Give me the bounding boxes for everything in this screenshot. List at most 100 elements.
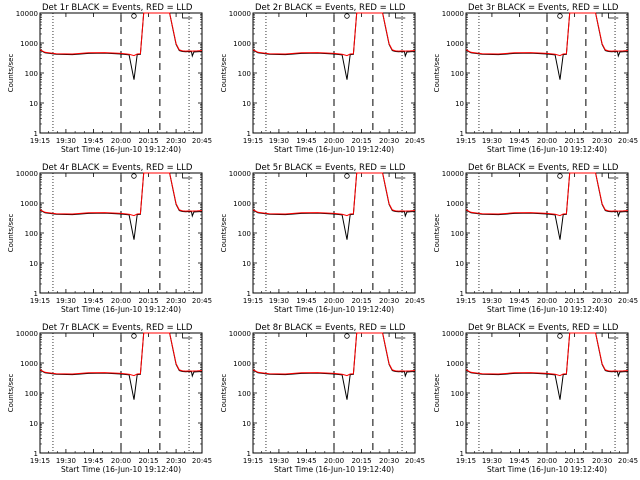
- x-tick-label: 19:30: [269, 137, 289, 145]
- y-axis-label: Counts/sec: [7, 214, 15, 253]
- y-tick-label: 10: [455, 100, 464, 108]
- x-tick-label: 20:30: [592, 457, 612, 465]
- x-tick-label: 20:00: [324, 457, 344, 465]
- panel-det-8: Det 8r BLACK = Events, RED = LLD 1 10 100 10…: [220, 323, 425, 474]
- x-axis-label: Start Time (16-Jun-10 19:12:40): [487, 145, 607, 154]
- y-tick-label: 1000: [233, 200, 251, 208]
- x-tick-label: 19:15: [243, 457, 263, 465]
- series-lld: [39, 332, 203, 377]
- panel-det-4: Det 4r BLACK = Events, RED = LLD 1 10 100 10…: [7, 163, 212, 314]
- panel-title: Det 2r BLACK = Events, RED = LLD: [255, 3, 406, 13]
- x-tick-label: 20:45: [618, 297, 638, 305]
- x-tick-label: 20:45: [405, 457, 425, 465]
- x-tick-label: 20:30: [592, 297, 612, 305]
- x-tick-label: 20:15: [564, 297, 584, 305]
- top-marker: [344, 173, 350, 179]
- y-tick-label: 1000: [446, 360, 464, 368]
- y-axis-label: Counts/sec: [7, 54, 15, 93]
- x-tick-label: 20:15: [351, 457, 371, 465]
- y-tick-label: 10000: [442, 10, 464, 18]
- x-axis-label: Start Time (16-Jun-10 19:12:40): [274, 465, 394, 474]
- x-tick-label: 20:30: [166, 137, 186, 145]
- y-axis-label: Counts/sec: [220, 374, 228, 413]
- x-axis-label: Start Time (16-Jun-10 19:12:40): [61, 305, 181, 314]
- x-tick-label: 20:15: [138, 137, 158, 145]
- x-tick-label: 19:15: [456, 457, 476, 465]
- x-tick-label: 20:00: [111, 457, 131, 465]
- x-axis-label: Start Time (16-Jun-10 19:12:40): [274, 305, 394, 314]
- y-tick-label: 1: [34, 450, 38, 458]
- top-marker: [557, 333, 563, 339]
- series-lld: [465, 12, 629, 57]
- x-tick-label: 19:15: [456, 297, 476, 305]
- y-axis-label: Counts/sec: [433, 214, 441, 253]
- top-marker: [395, 13, 406, 19]
- y-tick-label: 100: [238, 230, 251, 238]
- series-lld: [465, 172, 629, 217]
- x-tick-label: 20:00: [537, 457, 557, 465]
- series-lld: [252, 172, 416, 217]
- top-marker: [395, 173, 406, 179]
- x-tick-label: 19:30: [56, 457, 76, 465]
- x-tick-label: 19:15: [30, 297, 50, 305]
- x-tick-label: 20:15: [351, 297, 371, 305]
- panel-det-6: Det 6r BLACK = Events, RED = LLD 1 10 100 10…: [433, 163, 638, 314]
- y-tick-label: 100: [238, 70, 251, 78]
- panel-title: Det 4r BLACK = Events, RED = LLD: [42, 163, 193, 173]
- panel-det-7: Det 7r BLACK = Events, RED = LLD 1 10 100 10…: [7, 323, 212, 474]
- y-tick-label: 10: [29, 100, 38, 108]
- x-tick-label: 20:00: [111, 137, 131, 145]
- x-tick-label: 20:45: [192, 297, 212, 305]
- x-tick-label: 19:30: [482, 137, 502, 145]
- x-tick-label: 20:00: [324, 297, 344, 305]
- y-tick-label: 1000: [20, 200, 38, 208]
- x-tick-label: 19:45: [83, 297, 103, 305]
- x-tick-label: 20:30: [379, 297, 399, 305]
- x-tick-label: 20:30: [166, 457, 186, 465]
- x-axis-label: Start Time (16-Jun-10 19:12:40): [274, 145, 394, 154]
- panel-title: Det 5r BLACK = Events, RED = LLD: [255, 163, 406, 173]
- y-tick-label: 10: [455, 260, 464, 268]
- x-tick-label: 20:30: [379, 457, 399, 465]
- x-tick-label: 19:30: [56, 137, 76, 145]
- series-lld: [39, 12, 203, 57]
- y-axis-label: Counts/sec: [433, 54, 441, 93]
- top-marker: [182, 173, 193, 179]
- panel-det-3: Det 3r BLACK = Events, RED = LLD 1 10 100 10…: [433, 3, 638, 154]
- x-tick-label: 19:30: [56, 297, 76, 305]
- panel-title: Det 7r BLACK = Events, RED = LLD: [42, 323, 193, 333]
- panel-det-5: Det 5r BLACK = Events, RED = LLD 1 10 100 10…: [220, 163, 425, 314]
- y-tick-label: 1000: [20, 40, 38, 48]
- panel-det-1: Det 1r BLACK = Events, RED = LLD 1 10 100 10…: [7, 3, 212, 154]
- y-tick-label: 1000: [20, 360, 38, 368]
- y-tick-label: 100: [25, 70, 38, 78]
- y-tick-label: 10000: [442, 170, 464, 178]
- x-tick-label: 19:30: [482, 457, 502, 465]
- x-tick-label: 19:45: [296, 457, 316, 465]
- y-tick-label: 1: [34, 290, 38, 298]
- panel-title: Det 1r BLACK = Events, RED = LLD: [42, 3, 193, 13]
- y-tick-label: 1000: [446, 40, 464, 48]
- y-tick-label: 10000: [229, 10, 251, 18]
- y-tick-label: 10: [29, 260, 38, 268]
- y-tick-label: 1000: [233, 40, 251, 48]
- x-axis-label: Start Time (16-Jun-10 19:12:40): [487, 305, 607, 314]
- top-marker: [608, 13, 619, 19]
- x-tick-label: 20:00: [324, 137, 344, 145]
- top-marker: [131, 333, 137, 339]
- x-tick-label: 19:15: [243, 297, 263, 305]
- x-axis-label: Start Time (16-Jun-10 19:12:40): [61, 145, 181, 154]
- x-axis-label: Start Time (16-Jun-10 19:12:40): [61, 465, 181, 474]
- top-marker: [344, 333, 350, 339]
- x-tick-label: 20:15: [351, 137, 371, 145]
- x-tick-label: 19:30: [482, 297, 502, 305]
- top-marker: [131, 173, 137, 179]
- panel-det-9: Det 9r BLACK = Events, RED = LLD 1 10 100 10…: [433, 323, 638, 474]
- x-tick-label: 20:45: [618, 137, 638, 145]
- y-tick-label: 10000: [16, 10, 38, 18]
- y-tick-label: 1000: [446, 200, 464, 208]
- top-marker: [182, 333, 193, 339]
- x-tick-label: 19:45: [83, 137, 103, 145]
- top-marker: [182, 13, 193, 19]
- y-tick-label: 100: [451, 70, 464, 78]
